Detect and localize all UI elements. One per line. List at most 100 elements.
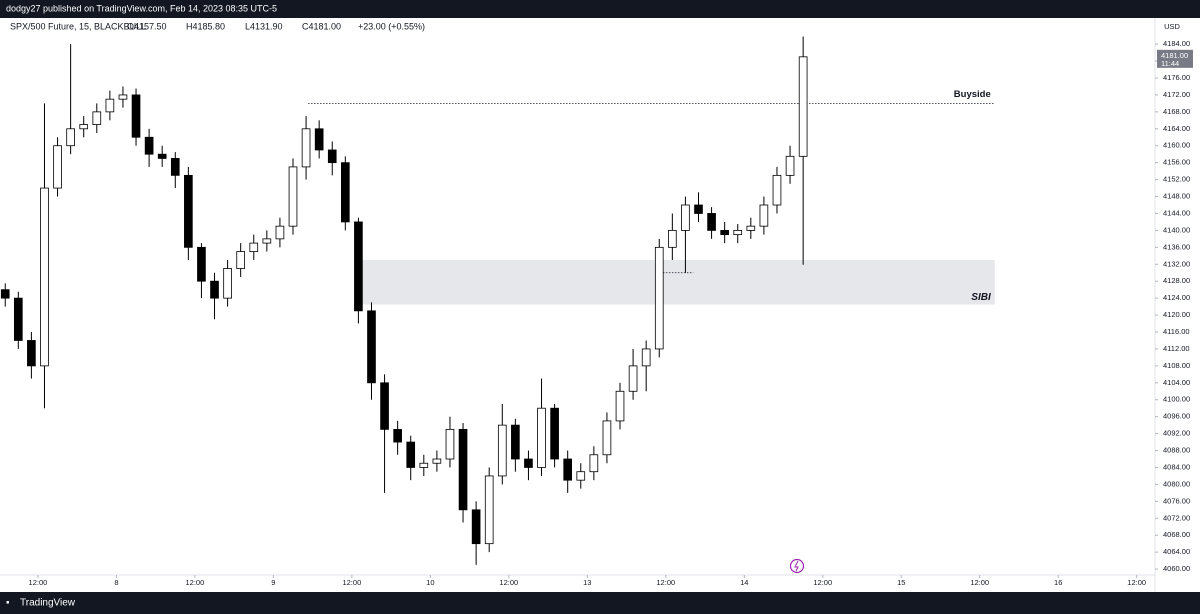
- y-tick-label: 4184.00: [1163, 39, 1190, 48]
- candle-body: [327, 149, 337, 164]
- y-tick-label: 4116.00: [1163, 327, 1190, 336]
- y-tick-label: 4088.00: [1163, 446, 1190, 455]
- x-tick-label: 12:00: [813, 578, 832, 587]
- y-tick-label: 4112.00: [1163, 344, 1190, 353]
- legend-change: +23.00 (+0.55%): [358, 21, 425, 31]
- candle-body: [694, 204, 703, 214]
- y-tick-label: 4144.00: [1163, 208, 1190, 217]
- event-bolt: [794, 560, 799, 572]
- candle-body: [497, 424, 507, 477]
- candle-body: [720, 230, 729, 236]
- x-tick-label: 12:00: [499, 578, 518, 587]
- legend-symbol: SPX/500 Future, 15, BLACKBULL: [10, 21, 146, 31]
- candle-body: [406, 441, 416, 468]
- y-tick-label: 4108.00: [1163, 361, 1190, 370]
- y-tick-label: 4136.00: [1163, 242, 1190, 251]
- candle-body: [66, 128, 75, 147]
- candle-body: [301, 128, 311, 168]
- candle-body: [144, 136, 154, 155]
- candle-body: [445, 428, 455, 460]
- y-tick-label: 4100.00: [1163, 395, 1190, 404]
- candle-body: [223, 268, 232, 299]
- legend-close: C4181.00: [302, 21, 341, 31]
- x-tick-label: 14: [740, 578, 748, 587]
- candle-body: [249, 242, 259, 252]
- y-tick-label: 4096.00: [1163, 412, 1190, 421]
- candle-body: [210, 280, 219, 299]
- candle-body: [380, 382, 389, 430]
- y-tick-label: 4084.00: [1163, 462, 1190, 471]
- x-tick-label: 12:00: [970, 578, 989, 587]
- y-tick-label: 4168.00: [1163, 107, 1190, 116]
- x-tick-label: 16: [1054, 578, 1062, 587]
- y-tick-label: 4092.00: [1163, 429, 1190, 438]
- legend-open: O4157.50: [127, 21, 167, 31]
- candle-body: [236, 251, 246, 269]
- candle-body: [79, 124, 89, 130]
- y-tick-label: 4128.00: [1163, 276, 1190, 285]
- zone: [357, 260, 995, 305]
- level-label: Buyside: [954, 89, 991, 100]
- candle-body: [654, 246, 664, 350]
- plot: SIBI Buyside: [0, 36, 995, 565]
- candle-body: [668, 230, 677, 248]
- candle-body: [288, 166, 298, 227]
- candle-body: [602, 420, 612, 456]
- y-tick-label: 4164.00: [1163, 124, 1190, 133]
- candle-body: [524, 458, 533, 468]
- last-price-box: [1157, 49, 1193, 68]
- event-icon[interactable]: [789, 558, 805, 574]
- candle-body: [340, 162, 350, 223]
- candle-body: [197, 246, 206, 282]
- footer-bar: [0, 592, 1200, 614]
- x-tick-label: 12:00: [186, 578, 205, 587]
- candle-body: [367, 310, 376, 384]
- legend-low: L4131.90: [245, 21, 283, 31]
- header-text: dodgy27 published on TradingView.com, Fe…: [6, 3, 277, 13]
- candle-body: [576, 471, 586, 481]
- y-tick-label: 4068.00: [1163, 530, 1190, 539]
- y-tick-label: 4140.00: [1163, 225, 1190, 234]
- candle-body: [772, 174, 782, 206]
- y-tick-label: 4064.00: [1163, 547, 1190, 556]
- candle-body: [0, 289, 10, 299]
- candle-body: [118, 94, 128, 100]
- y-tick-label: 4148.00: [1163, 192, 1190, 201]
- y-tick-label: 4072.00: [1163, 513, 1190, 522]
- candle-body: [615, 390, 625, 422]
- candle-body: [733, 230, 743, 236]
- x-tick-label: 12:00: [29, 578, 48, 587]
- candle-body: [92, 111, 102, 125]
- y-tick-label: 4156.00: [1163, 158, 1190, 167]
- zone-label: SIBI: [971, 292, 991, 303]
- y-tick-label: 4076.00: [1163, 496, 1190, 505]
- candle-body: [759, 204, 769, 227]
- candle-body: [550, 407, 559, 460]
- candle-body: [537, 407, 546, 468]
- y-tick-label: 4080.00: [1163, 479, 1190, 488]
- candle-body: [511, 424, 520, 460]
- x-tick-label: 12:00: [342, 578, 361, 587]
- candle-body: [184, 174, 193, 248]
- x-tick-label: 10: [426, 578, 434, 587]
- candle-body: [681, 204, 690, 231]
- y-tick-label: 4120.00: [1163, 310, 1190, 319]
- y-tick-label: 4132.00: [1163, 259, 1190, 268]
- y-tick-label: 4176.00: [1163, 73, 1190, 82]
- candle-body: [589, 454, 599, 473]
- candle-body: [170, 158, 180, 176]
- x-tick-label: 8: [114, 578, 118, 587]
- countdown-label: 11:44: [1161, 59, 1179, 68]
- candle-body: [798, 56, 808, 157]
- candle-body: [157, 153, 167, 159]
- candle-body: [785, 155, 795, 176]
- candle-body: [13, 297, 23, 341]
- y-tick-label: 4172.00: [1163, 90, 1190, 99]
- candle-body: [458, 428, 468, 511]
- x-tick-label: 12:00: [656, 578, 675, 587]
- candle-body: [354, 221, 363, 312]
- y-tick-label: 4152.00: [1163, 175, 1190, 184]
- y-tick-label: 4060.00: [1163, 564, 1190, 573]
- candle-body: [27, 340, 36, 367]
- candle-body: [314, 128, 324, 151]
